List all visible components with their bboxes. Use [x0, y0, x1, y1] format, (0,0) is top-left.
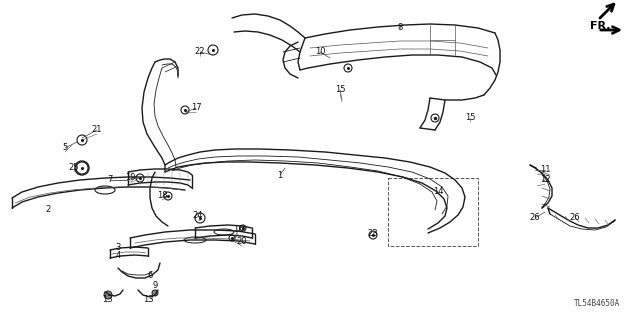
- Text: 17: 17: [191, 103, 202, 113]
- Text: 20: 20: [237, 238, 247, 247]
- Text: 21: 21: [92, 125, 102, 135]
- Text: 26: 26: [570, 213, 580, 222]
- Text: 8: 8: [397, 24, 403, 33]
- Text: 23: 23: [368, 229, 378, 239]
- Text: 25: 25: [68, 164, 79, 173]
- Text: 6: 6: [147, 271, 153, 280]
- Text: 3: 3: [115, 243, 121, 253]
- Text: 9: 9: [152, 280, 157, 290]
- Text: 4: 4: [115, 251, 120, 261]
- Text: 26: 26: [530, 213, 540, 222]
- Text: 24: 24: [193, 211, 204, 219]
- Text: 15: 15: [465, 114, 476, 122]
- Text: 11: 11: [540, 166, 550, 174]
- Text: 7: 7: [108, 175, 113, 184]
- Text: 15: 15: [335, 85, 345, 94]
- Text: 1: 1: [277, 170, 283, 180]
- Circle shape: [104, 291, 112, 299]
- Text: 13: 13: [102, 295, 112, 305]
- Bar: [388, 178, 478, 246]
- Text: TL54B4650A: TL54B4650A: [573, 299, 620, 308]
- Text: 22: 22: [195, 48, 205, 56]
- Text: 5: 5: [62, 144, 68, 152]
- Text: 16: 16: [233, 226, 243, 234]
- Text: 12: 12: [540, 175, 550, 184]
- Text: 2: 2: [45, 205, 51, 214]
- Text: 13: 13: [143, 295, 154, 305]
- Text: FR.: FR.: [590, 21, 611, 31]
- Text: 14: 14: [433, 188, 444, 197]
- Text: 10: 10: [315, 48, 325, 56]
- Circle shape: [152, 290, 158, 296]
- Text: 19: 19: [125, 174, 135, 182]
- Text: 18: 18: [157, 191, 167, 201]
